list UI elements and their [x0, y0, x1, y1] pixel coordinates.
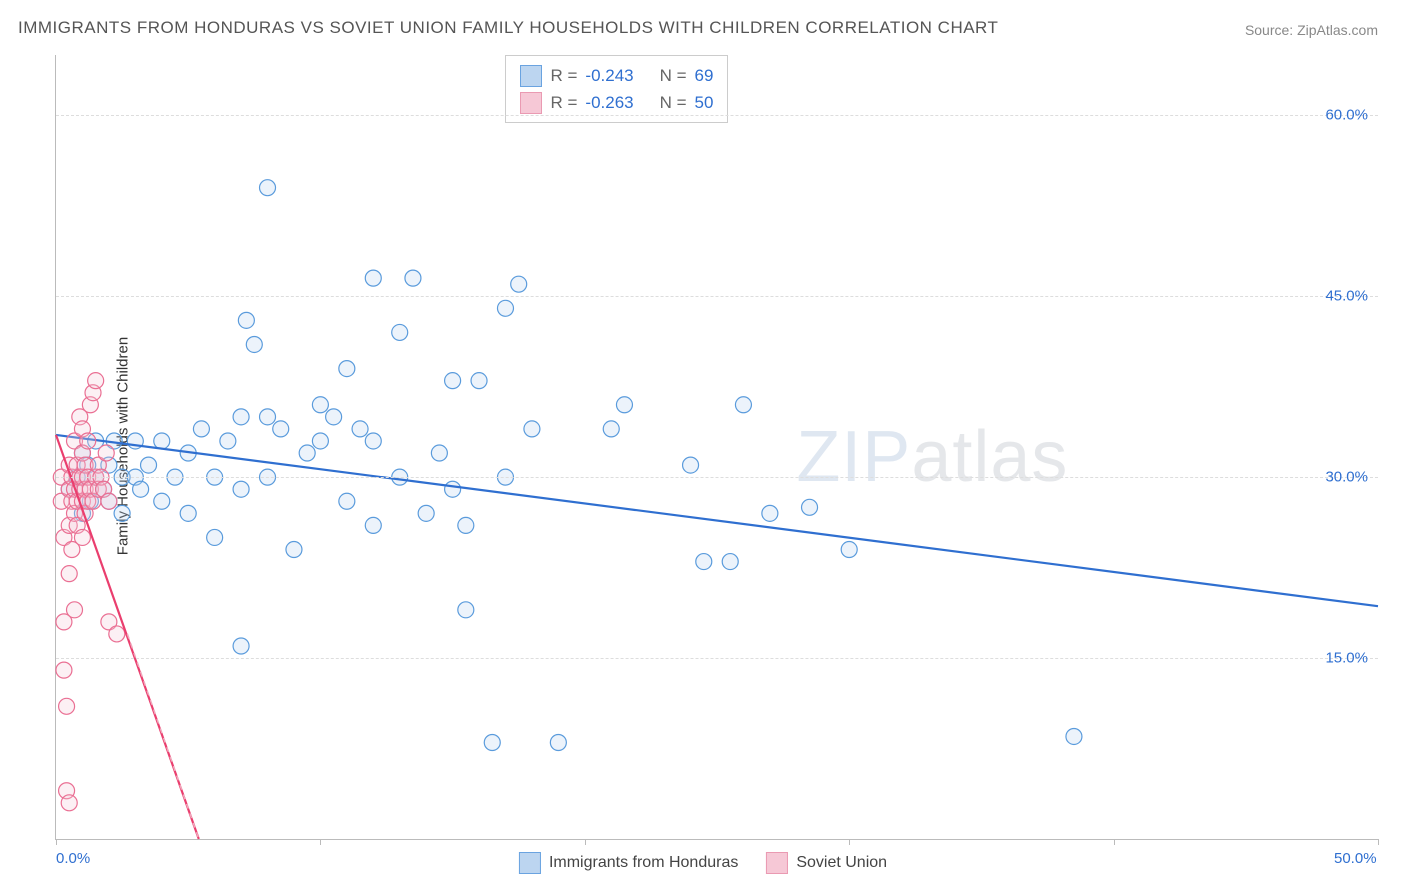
scatter-point: [735, 397, 751, 413]
scatter-point: [339, 493, 355, 509]
scatter-point: [326, 409, 342, 425]
x-tick: [585, 839, 586, 845]
scatter-point: [1066, 728, 1082, 744]
x-tick: [1378, 839, 1379, 845]
scatter-point: [246, 336, 262, 352]
scatter-point: [101, 493, 117, 509]
scatter-point: [233, 481, 249, 497]
scatter-point: [180, 505, 196, 521]
scatter-point: [431, 445, 447, 461]
scatter-point: [67, 602, 83, 618]
scatter-point: [524, 421, 540, 437]
legend-label: Immigrants from Honduras: [549, 854, 738, 872]
legend-item: Soviet Union: [766, 852, 887, 874]
scatter-point: [458, 517, 474, 533]
x-tick-label: 0.0%: [56, 850, 90, 867]
gridline-h: [56, 477, 1378, 478]
scatter-point: [61, 795, 77, 811]
scatter-point: [74, 529, 90, 545]
gridline-h: [56, 296, 1378, 297]
scatter-point: [802, 499, 818, 515]
bottom-legend: Immigrants from Honduras Soviet Union: [519, 852, 887, 874]
scatter-point: [445, 481, 461, 497]
scatter-point: [260, 409, 276, 425]
y-tick-label: 60.0%: [1325, 107, 1368, 124]
x-tick-label: 50.0%: [1334, 850, 1377, 867]
scatter-point: [133, 481, 149, 497]
scatter-point: [193, 421, 209, 437]
scatter-point: [722, 554, 738, 570]
scatter-point: [471, 373, 487, 389]
scatter-point: [392, 324, 408, 340]
scatter-point: [365, 270, 381, 286]
y-tick-label: 15.0%: [1325, 650, 1368, 667]
y-tick-label: 45.0%: [1325, 288, 1368, 305]
scatter-point: [238, 312, 254, 328]
scatter-point: [458, 602, 474, 618]
scatter-point: [114, 505, 130, 521]
legend-swatch: [766, 852, 788, 874]
scatter-point: [841, 542, 857, 558]
source-label: Source:: [1245, 22, 1293, 38]
gridline-h: [56, 115, 1378, 116]
trend-line: [56, 435, 1378, 606]
scatter-point: [550, 735, 566, 751]
scatter-point: [365, 517, 381, 533]
chart-title: IMMIGRANTS FROM HONDURAS VS SOVIET UNION…: [18, 18, 998, 38]
scatter-point: [484, 735, 500, 751]
scatter-point: [445, 373, 461, 389]
scatter-point: [154, 493, 170, 509]
scatter-point: [80, 433, 96, 449]
scatter-point: [109, 626, 125, 642]
scatter-point: [352, 421, 368, 437]
scatter-point: [286, 542, 302, 558]
scatter-point: [299, 445, 315, 461]
scatter-point: [312, 397, 328, 413]
scatter-point: [603, 421, 619, 437]
scatter-point: [233, 638, 249, 654]
scatter-point: [616, 397, 632, 413]
chart-source: Source: ZipAtlas.com: [1245, 22, 1378, 38]
scatter-point: [233, 409, 249, 425]
scatter-point: [273, 421, 289, 437]
scatter-point: [154, 433, 170, 449]
scatter-point: [88, 373, 104, 389]
scatter-point: [405, 270, 421, 286]
x-tick: [1114, 839, 1115, 845]
gridline-h: [56, 658, 1378, 659]
scatter-point: [418, 505, 434, 521]
scatter-point: [511, 276, 527, 292]
y-tick-label: 30.0%: [1325, 469, 1368, 486]
scatter-point: [207, 529, 223, 545]
scatter-point: [260, 180, 276, 196]
scatter-point: [220, 433, 236, 449]
scatter-point: [696, 554, 712, 570]
x-tick: [849, 839, 850, 845]
scatter-point: [141, 457, 157, 473]
scatter-point: [312, 433, 328, 449]
scatter-point: [497, 300, 513, 316]
legend-item: Immigrants from Honduras: [519, 852, 738, 874]
legend-label: Soviet Union: [796, 854, 887, 872]
scatter-svg: [56, 55, 1378, 839]
scatter-point: [683, 457, 699, 473]
scatter-point: [56, 662, 72, 678]
scatter-point: [61, 566, 77, 582]
scatter-point: [365, 433, 381, 449]
source-value: ZipAtlas.com: [1297, 22, 1378, 38]
x-tick: [56, 839, 57, 845]
x-tick: [320, 839, 321, 845]
scatter-point: [762, 505, 778, 521]
legend-swatch: [519, 852, 541, 874]
chart-plot-area: ZIPatlas R =-0.243N =69R =-0.263N =50 15…: [55, 55, 1378, 840]
scatter-point: [59, 698, 75, 714]
scatter-point: [339, 361, 355, 377]
scatter-point: [98, 445, 114, 461]
